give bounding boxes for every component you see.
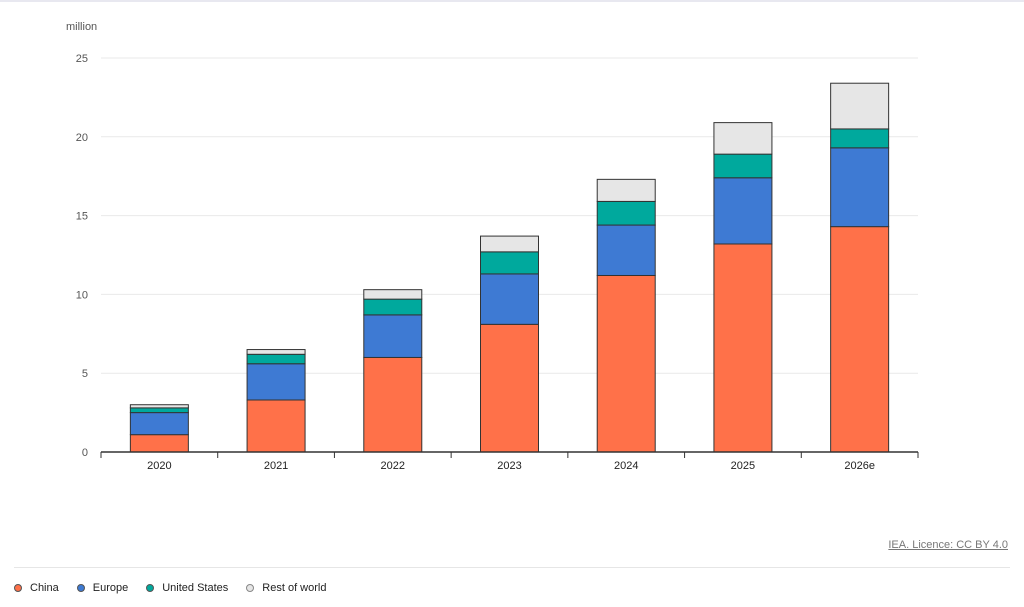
bar-segment-united-states[interactable] (363, 298, 423, 316)
x-axis: 2020 2021 2022 2023 2024 2025 2026e (100, 451, 919, 472)
bar-segment-europe[interactable] (363, 314, 423, 358)
bar-segment-china[interactable] (713, 243, 773, 453)
bar-segment-china[interactable] (246, 399, 306, 453)
legend-item-rest-of-world[interactable]: Rest of world (246, 582, 326, 594)
bar-segment-china[interactable] (129, 434, 189, 453)
x-tick-label: 2021 (264, 460, 288, 472)
y-tick-label: 5 (82, 368, 88, 380)
bar-segment-china[interactable] (830, 226, 890, 453)
licence-link[interactable]: IEA. Licence: CC BY 4.0 (888, 539, 1008, 551)
y-tick-label: 25 (76, 53, 88, 65)
bar-segment-china[interactable] (480, 323, 539, 453)
x-tick-label: 2026e (844, 460, 875, 472)
legend-label: Europe (92, 582, 129, 594)
bar-segment-rest-of-world[interactable] (830, 82, 890, 130)
y-unit-label: million (66, 21, 97, 33)
legend: China Europe United States Rest of world (14, 582, 344, 594)
bar-segment-rest-of-world[interactable] (713, 122, 773, 155)
legend-label: Rest of world (262, 582, 327, 594)
legend-item-china[interactable]: China (14, 582, 59, 594)
bar-segment-china[interactable] (596, 274, 656, 453)
x-tick-label: 2023 (497, 460, 521, 472)
bars (129, 82, 890, 453)
bar-segment-europe[interactable] (129, 412, 189, 436)
legend-swatch (14, 584, 22, 592)
bar-segment-united-states[interactable] (129, 407, 189, 414)
bar-segment-rest-of-world[interactable] (480, 235, 539, 253)
bar-segment-europe[interactable] (596, 224, 656, 276)
legend-divider (14, 567, 1010, 568)
y-axis-ticks: 0 5 10 15 20 25 (76, 53, 88, 459)
bar-segment-europe[interactable] (480, 273, 539, 325)
bar-segment-united-states[interactable] (830, 128, 890, 149)
bar-segment-rest-of-world[interactable] (246, 349, 306, 355)
legend-item-europe[interactable]: Europe (76, 582, 129, 594)
legend-label: China (30, 582, 59, 594)
legend-item-united-states[interactable]: United States (146, 582, 228, 594)
y-tick-label: 20 (76, 132, 88, 144)
x-tick-label: 2024 (614, 460, 638, 472)
bar-segment-united-states[interactable] (480, 251, 539, 275)
legend-swatch (246, 584, 255, 592)
x-tick-label: 2025 (731, 460, 755, 472)
y-tick-label: 10 (76, 289, 88, 301)
x-tick-label: 2022 (381, 460, 405, 472)
bar-segment-united-states[interactable] (246, 353, 306, 365)
bar-segment-europe[interactable] (246, 363, 306, 401)
bar-segment-rest-of-world[interactable] (129, 404, 189, 409)
bar-segment-rest-of-world[interactable] (596, 178, 656, 202)
y-tick-label: 0 (82, 447, 88, 459)
legend-swatch (76, 584, 85, 592)
legend-swatch (146, 584, 155, 592)
y-tick-label: 15 (76, 211, 88, 223)
bar-segment-rest-of-world[interactable] (363, 289, 423, 300)
bar-segment-europe[interactable] (713, 177, 773, 245)
x-tick-label: 2020 (147, 460, 171, 472)
legend-label: United States (162, 582, 229, 594)
bar-segment-united-states[interactable] (713, 153, 773, 179)
top-rule (0, 0, 1024, 2)
bar-segment-europe[interactable] (830, 147, 890, 228)
bar-segment-china[interactable] (363, 356, 423, 453)
bar-segment-united-states[interactable] (596, 200, 656, 226)
